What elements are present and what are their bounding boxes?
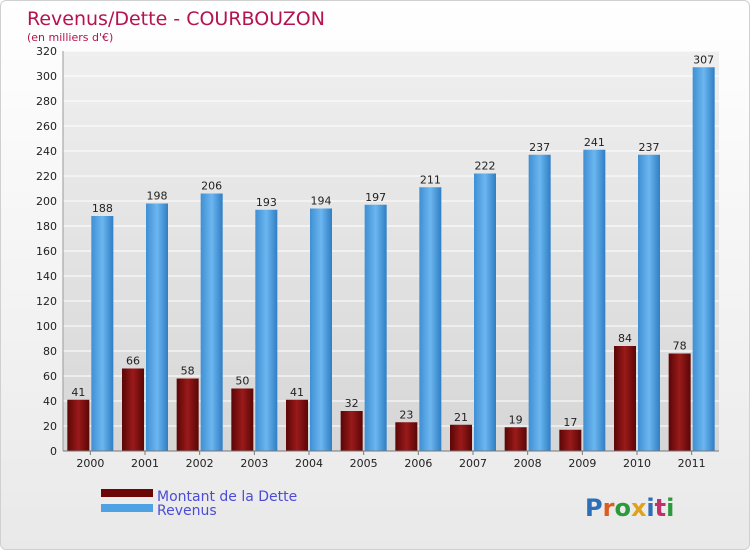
y-tick-label: 180 bbox=[36, 220, 57, 233]
data-label-revenus: 198 bbox=[147, 190, 168, 203]
bar-revenus bbox=[91, 216, 114, 451]
bar-revenus bbox=[692, 67, 715, 451]
data-label-revenus: 307 bbox=[693, 53, 714, 66]
bar-revenus bbox=[583, 149, 606, 451]
data-label-dette: 17 bbox=[563, 416, 577, 429]
x-tick-label: 2003 bbox=[240, 457, 268, 470]
y-tick-label: 320 bbox=[36, 45, 57, 58]
bar-dette bbox=[176, 378, 199, 451]
bar-dette bbox=[559, 429, 582, 451]
legend-swatch-revenus bbox=[101, 504, 153, 512]
bar-revenus bbox=[146, 203, 168, 451]
data-label-dette: 58 bbox=[181, 365, 195, 378]
legend: Montant de la Dette Revenus bbox=[101, 489, 297, 519]
bar-dette bbox=[395, 422, 418, 451]
data-label-revenus: 193 bbox=[256, 196, 277, 209]
x-tick-label: 2004 bbox=[295, 457, 323, 470]
legend-label-dette: Montant de la Dette bbox=[157, 489, 297, 505]
x-tick-label: 2007 bbox=[459, 457, 487, 470]
y-tick-label: 140 bbox=[36, 270, 57, 283]
x-tick-label: 2001 bbox=[131, 457, 159, 470]
bar-revenus bbox=[474, 173, 496, 451]
bar-dette bbox=[231, 388, 254, 451]
bar-dette bbox=[67, 399, 90, 451]
y-tick-label: 280 bbox=[36, 95, 57, 108]
data-label-revenus: 206 bbox=[201, 180, 222, 193]
gridlines bbox=[63, 50, 719, 452]
bars: 41 188 66 198 58 206 50 193 41 194 32 197 23 211 21 222… bbox=[67, 53, 715, 451]
data-label-dette: 78 bbox=[673, 340, 687, 353]
y-tick-label: 260 bbox=[36, 120, 57, 133]
data-label-dette: 41 bbox=[71, 386, 85, 399]
data-label-revenus: 222 bbox=[475, 160, 496, 173]
data-label-revenus: 241 bbox=[584, 136, 605, 149]
y-tick-label: 220 bbox=[36, 170, 57, 183]
proxiti-logo: Proxiti bbox=[585, 494, 674, 522]
bar-dette bbox=[668, 353, 691, 451]
y-tick-label: 300 bbox=[36, 70, 57, 83]
data-label-revenus: 211 bbox=[420, 173, 441, 186]
y-tick-label: 40 bbox=[43, 395, 57, 408]
bar-dette bbox=[122, 368, 144, 451]
data-label-dette: 21 bbox=[454, 411, 468, 424]
data-label-dette: 32 bbox=[345, 397, 359, 410]
bar-revenus bbox=[419, 187, 442, 451]
y-tick-label: 120 bbox=[36, 295, 57, 308]
bar-revenus bbox=[255, 209, 278, 451]
y-tick-label: 200 bbox=[36, 195, 57, 208]
data-label-dette: 41 bbox=[290, 386, 304, 399]
data-label-revenus: 197 bbox=[365, 191, 386, 204]
data-label-revenus: 237 bbox=[529, 141, 550, 154]
data-label-revenus: 237 bbox=[639, 141, 660, 154]
data-label-dette: 19 bbox=[509, 413, 523, 426]
data-label-dette: 23 bbox=[399, 408, 413, 421]
y-tick-label: 240 bbox=[36, 145, 57, 158]
y-tick-label: 0 bbox=[50, 445, 57, 458]
x-axis: 2000 2001 2002 2003 2004 2005 2006 2007 2008 2009… bbox=[63, 450, 719, 470]
legend-label-revenus: Revenus bbox=[157, 503, 217, 519]
y-axis: 0 20 40 60 80 100 120 140 160 180 200 220 240 260 280 3… bbox=[36, 45, 64, 458]
bar-dette bbox=[340, 411, 363, 451]
chart-subtitle: (en milliers d'€) bbox=[27, 31, 113, 44]
bar-revenus bbox=[200, 193, 223, 451]
x-tick-label: 2011 bbox=[678, 457, 706, 470]
x-tick-label: 2009 bbox=[568, 457, 596, 470]
bar-revenus bbox=[364, 204, 387, 451]
bar-dette bbox=[450, 424, 472, 451]
y-tick-label: 80 bbox=[43, 345, 57, 358]
legend-swatch-dette bbox=[101, 489, 153, 497]
data-label-revenus: 188 bbox=[92, 202, 113, 215]
data-label-dette: 66 bbox=[126, 355, 140, 368]
y-tick-label: 100 bbox=[36, 320, 57, 333]
data-label-revenus: 194 bbox=[311, 195, 332, 208]
x-tick-label: 2005 bbox=[350, 457, 378, 470]
x-tick-label: 2000 bbox=[76, 457, 104, 470]
chart-title: Revenus/Dette - COURBOUZON bbox=[27, 8, 325, 30]
bar-dette bbox=[614, 346, 636, 451]
data-label-dette: 84 bbox=[618, 332, 632, 345]
x-tick-label: 2006 bbox=[404, 457, 432, 470]
x-tick-label: 2002 bbox=[186, 457, 214, 470]
bar-dette bbox=[286, 399, 308, 451]
bar-revenus bbox=[638, 154, 660, 451]
logo-text: Proxiti bbox=[585, 494, 674, 522]
y-tick-label: 20 bbox=[43, 420, 57, 433]
bar-revenus bbox=[310, 208, 332, 451]
x-tick-label: 2008 bbox=[514, 457, 542, 470]
data-label-dette: 50 bbox=[235, 375, 249, 388]
bar-dette bbox=[504, 427, 527, 451]
y-tick-label: 160 bbox=[36, 245, 57, 258]
x-tick-label: 2010 bbox=[623, 457, 651, 470]
y-tick-label: 60 bbox=[43, 370, 57, 383]
bar-revenus bbox=[528, 154, 551, 451]
